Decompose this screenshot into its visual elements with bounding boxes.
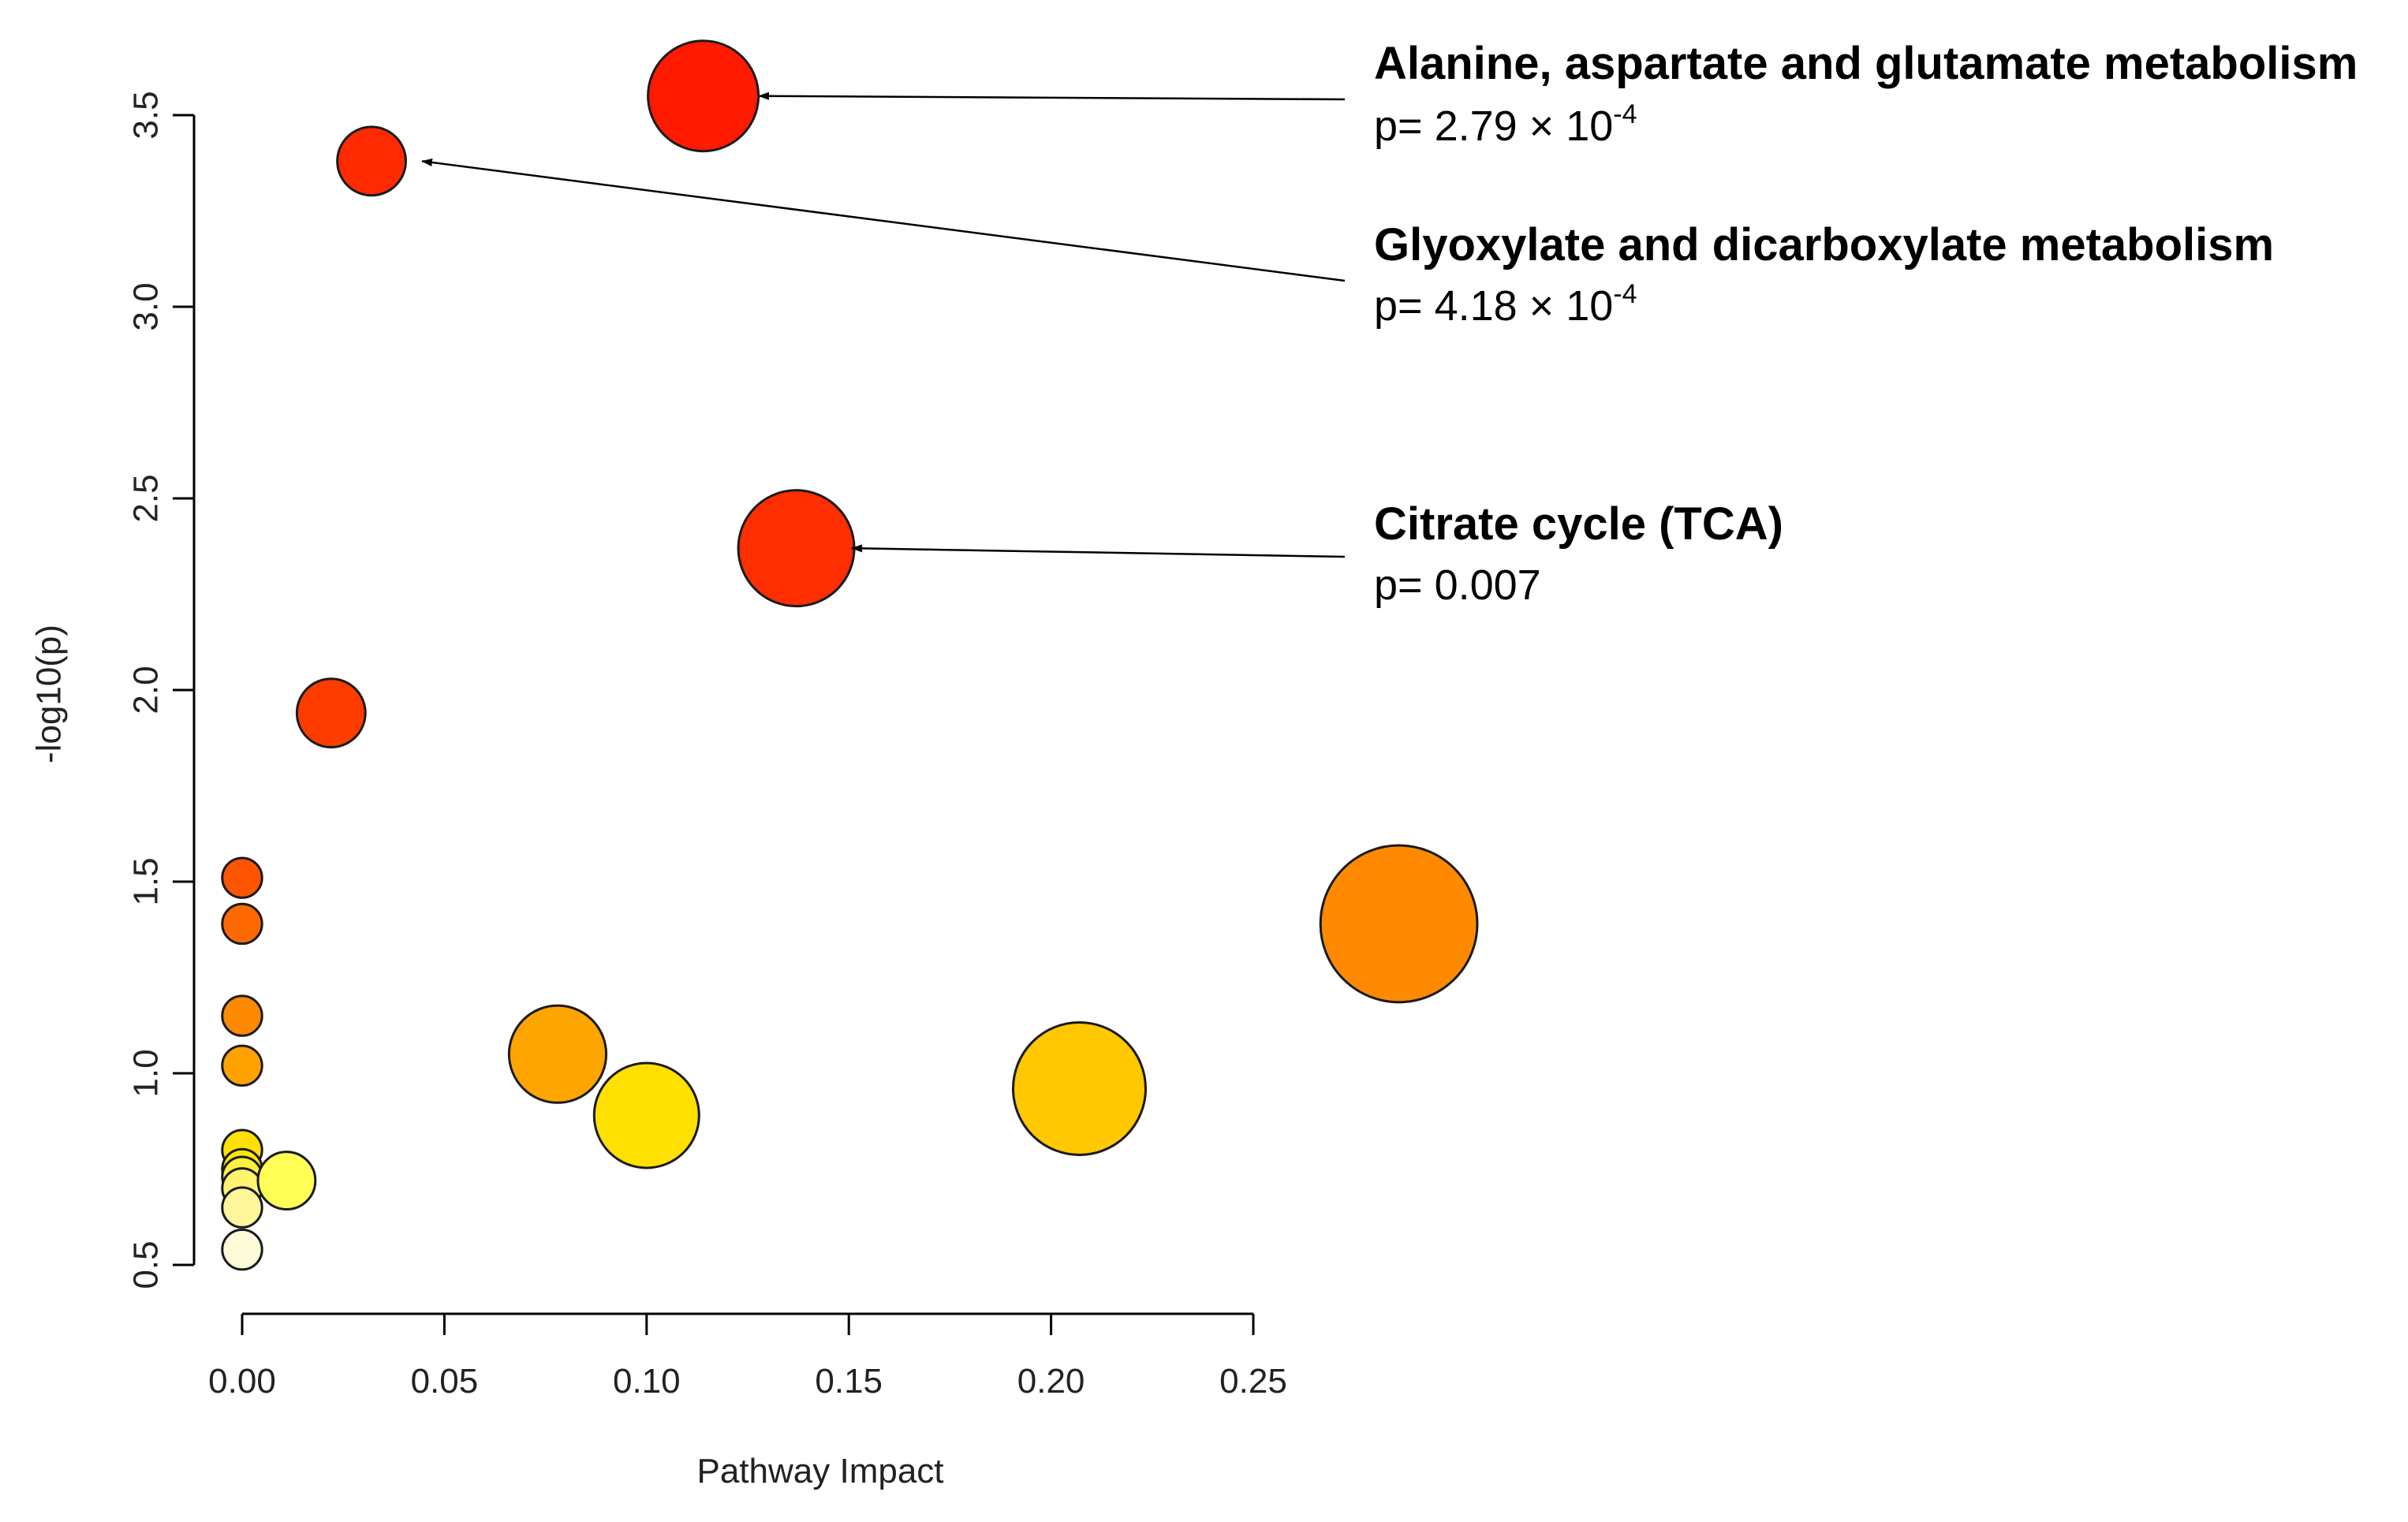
y-tick-label: 2.5	[127, 474, 166, 522]
pathway-bubble-19[interactable]	[1319, 844, 1479, 1004]
x-tick-label: 0.05	[411, 1362, 479, 1401]
pathway-bubble-15[interactable]	[256, 1151, 317, 1211]
annotation-pvalue: p= 4.18 × 10-4	[1374, 279, 1637, 330]
annotations-group: Alanine, aspartate and glutamate metabol…	[421, 38, 2358, 609]
pathway-bubble-4[interactable]	[295, 677, 367, 749]
pathway-bubble-1[interactable]	[647, 39, 760, 153]
pathway-bubble-2[interactable]	[336, 125, 407, 197]
axes-group: 0.00 0.05 0.10 0.15 0.20 0.25 0.5 1.0 1.5 2.0 2.5 3…	[30, 91, 1287, 1490]
pathway-bubble-13[interactable]	[221, 1186, 263, 1229]
pathway-bubble-16[interactable]	[507, 1004, 608, 1104]
annotation-title: Citrate cycle (TCA)	[1374, 498, 1783, 550]
annotation-arrow	[758, 91, 1346, 101]
y-tick-label: 1.5	[127, 857, 166, 905]
y-tick-label: 2.0	[127, 666, 166, 714]
y-tick-label: 1.0	[127, 1049, 166, 1097]
pathway-bubble-8[interactable]	[221, 1044, 263, 1087]
y-axis-title: -log10(p)	[30, 625, 69, 763]
pathway-bubble-18[interactable]	[1011, 1020, 1147, 1156]
annotation-arrow	[421, 159, 1346, 282]
y-tick-label: 3.5	[127, 91, 166, 139]
x-tick-label: 0.25	[1219, 1362, 1287, 1401]
pathway-bubble-17[interactable]	[592, 1061, 700, 1169]
pathway-bubble-3[interactable]	[737, 489, 856, 608]
x-tick-label: 0.00	[208, 1362, 276, 1401]
annotation-arrow	[851, 544, 1346, 558]
annotation-title: Alanine, aspartate and glutamate metabol…	[1374, 38, 2358, 89]
pathway-bubble-7[interactable]	[221, 994, 263, 1037]
x-axis-title: Pathway Impact	[696, 1452, 943, 1490]
x-tick-label: 0.15	[815, 1362, 883, 1401]
y-tick-label: 3.0	[127, 282, 166, 330]
x-tick-label: 0.20	[1017, 1362, 1085, 1401]
y-tick-label: 0.5	[127, 1240, 166, 1289]
pathway-bubble-5[interactable]	[221, 856, 263, 899]
annotation-pvalue: p= 2.79 × 10-4	[1374, 99, 1637, 150]
pathway-bubble-6[interactable]	[221, 902, 263, 946]
annotation-title: Glyoxylate and dicarboxylate metabolism	[1374, 219, 2274, 270]
x-tick-label: 0.10	[613, 1362, 681, 1401]
annotation-pvalue: p= 0.007	[1374, 561, 1541, 609]
pathway-bubble-14[interactable]	[221, 1228, 263, 1271]
bubbles-group	[221, 39, 1479, 1271]
